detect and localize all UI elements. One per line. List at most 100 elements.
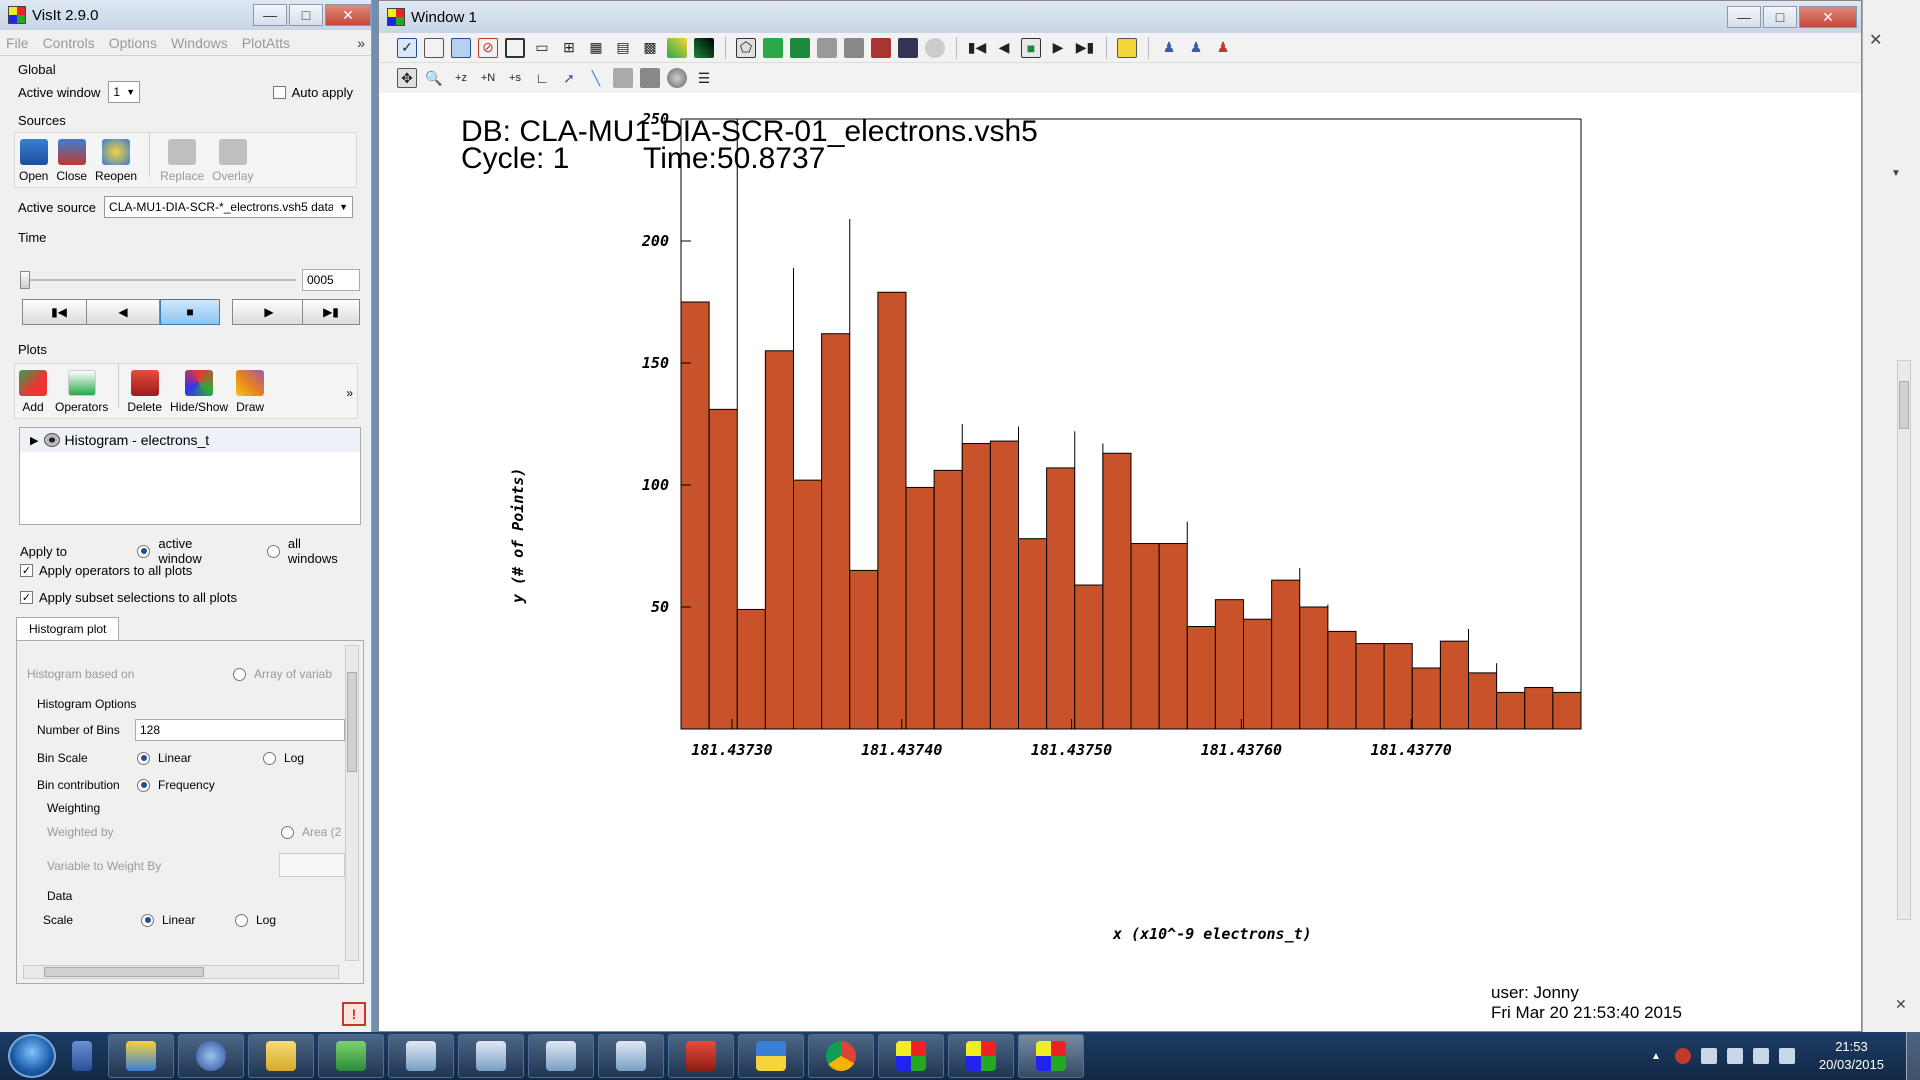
bin-scale-linear-radio[interactable] — [137, 751, 150, 765]
tray-expand-icon[interactable]: ▲ — [1651, 1050, 1661, 1062]
last-frame-icon[interactable]: ▶▮ — [1075, 39, 1095, 55]
array-of-variables-radio[interactable] — [233, 667, 246, 681]
menu-controls[interactable]: Controls — [42, 34, 95, 51]
horizontal-scroll-thumb[interactable] — [44, 967, 204, 977]
taskbar-chrome-button[interactable] — [808, 1034, 874, 1078]
weighted-by-area-option[interactable]: Area (2 — [281, 825, 341, 839]
film-red-icon[interactable] — [871, 37, 891, 58]
film-blue-icon[interactable] — [898, 37, 918, 58]
plot-canvas[interactable]: DB: CLA-MU1-DIA-SCR-01_electrons.vsh5 Cy… — [379, 95, 1861, 1031]
vcr-step-forward-button[interactable]: ▶▮ — [302, 299, 360, 325]
panel-horizontal-scrollbar[interactable] — [23, 965, 339, 979]
draw-button[interactable]: Draw — [236, 370, 264, 414]
taskbar-visit-3-button[interactable] — [1018, 1034, 1084, 1078]
menu-options[interactable]: Options — [108, 34, 157, 51]
plane-tool-icon[interactable] — [640, 68, 660, 88]
new-window-icon[interactable] — [424, 37, 444, 58]
lineout-pick-icon[interactable]: ➚ — [563, 69, 575, 86]
user-remove-icon[interactable]: ♟ — [1216, 39, 1230, 55]
camera-grey-2-icon[interactable] — [844, 37, 864, 58]
vcr-reverse-play-button[interactable]: ◀ — [86, 299, 160, 325]
start-button[interactable] — [8, 1034, 56, 1078]
apply-active-window-radio[interactable] — [137, 544, 151, 558]
zone-pick-icon[interactable]: +z — [455, 72, 467, 84]
next-frame-icon[interactable]: ▶ — [1052, 39, 1064, 55]
overlay-button[interactable]: Overlay — [212, 139, 253, 183]
show-desktop-button[interactable] — [1906, 1032, 1920, 1080]
data-scale-linear-radio[interactable] — [141, 913, 154, 927]
plot-list-item[interactable]: ▶ Histogram - electrons_t — [20, 428, 360, 452]
variable-to-weight-by-select[interactable] — [279, 853, 345, 877]
taskbar-app-1-button[interactable] — [388, 1034, 454, 1078]
lock-time-icon[interactable] — [694, 37, 714, 58]
taskbar-notepad-button[interactable] — [318, 1034, 384, 1078]
visit-titlebar[interactable]: VisIt 2.9.0 — □ ✕ — [0, 0, 371, 30]
plot-close-button[interactable]: ✕ — [1799, 6, 1857, 28]
replace-button[interactable]: Replace — [160, 139, 204, 183]
plot-eye-icon[interactable] — [44, 433, 61, 447]
apply-subset-checkbox[interactable]: ✓ — [20, 591, 33, 604]
plots-toolbar-overflow-icon[interactable]: » — [346, 386, 353, 400]
vcr-play-button[interactable]: ▶ — [232, 299, 306, 325]
lineout-icon[interactable]: ╲ — [591, 69, 601, 86]
signal-bars-icon[interactable] — [1726, 1048, 1743, 1064]
navigate-mode-icon[interactable]: ✥ — [397, 68, 417, 88]
stop-animation-icon[interactable]: ■ — [1021, 37, 1041, 58]
action-center-flag-icon[interactable] — [1700, 1048, 1717, 1064]
bin-contribution-frequency-radio[interactable] — [137, 778, 150, 792]
auto-apply-checkbox[interactable] — [272, 85, 286, 99]
taskbar-explorer-button[interactable] — [248, 1034, 314, 1078]
background-scroll-thumb[interactable] — [1899, 381, 1909, 429]
layout-1x1-icon[interactable] — [505, 37, 525, 58]
taskbar-thunderbird-button[interactable] — [178, 1034, 244, 1078]
close-source-button[interactable]: Close — [56, 139, 87, 183]
reopen-button[interactable]: Reopen — [95, 139, 137, 183]
taskbar-visualstudio-button[interactable] — [60, 1034, 104, 1078]
active-window-check-icon[interactable]: ✓ — [397, 37, 417, 58]
lock-view-icon[interactable] — [667, 37, 687, 58]
bin-contribution-frequency-option[interactable]: Frequency — [137, 778, 215, 792]
plot-minimize-button[interactable]: — — [1727, 6, 1761, 28]
recenter-icon[interactable] — [925, 37, 945, 58]
maximize-button[interactable]: □ — [289, 4, 323, 26]
curve-pick-icon[interactable]: ∟ — [535, 70, 549, 86]
weighted-by-area-radio[interactable] — [281, 825, 294, 839]
taskbar-clock[interactable]: 21:53 20/03/2015 — [1819, 1038, 1884, 1074]
error-notification-icon[interactable]: ! — [342, 1002, 366, 1026]
layout-1x2-icon[interactable]: ▭ — [535, 39, 549, 55]
user-icon[interactable]: ♟ — [1162, 39, 1176, 55]
vertical-scroll-thumb[interactable] — [347, 672, 357, 772]
data-scale-linear-option[interactable]: Linear — [141, 913, 195, 927]
delete-window-icon[interactable]: ⊘ — [478, 37, 498, 58]
menu-file[interactable]: File — [6, 34, 29, 51]
apply-operators-checkbox[interactable]: ✓ — [20, 564, 33, 577]
bin-scale-log-option[interactable]: Log — [263, 751, 304, 765]
axis-tool-icon[interactable]: ☰ — [697, 69, 711, 86]
add-plot-button[interactable]: Add — [19, 370, 47, 414]
plot-window-titlebar[interactable]: Window 1 — □ ✕ — [379, 1, 1861, 33]
minimize-button[interactable]: — — [253, 4, 287, 26]
taskbar-app-3-button[interactable] — [528, 1034, 594, 1078]
vcr-stop-button[interactable]: ■ — [160, 299, 220, 325]
annotation-icon[interactable] — [1117, 37, 1137, 58]
tab-histogram-plot[interactable]: Histogram plot — [16, 617, 120, 641]
plot-maximize-button[interactable]: □ — [1763, 6, 1797, 28]
time-state-input[interactable]: 0005 — [302, 269, 360, 291]
previous-frame-icon[interactable]: ◀ — [998, 39, 1010, 55]
taskbar-visit-1-button[interactable] — [878, 1034, 944, 1078]
open-button[interactable]: Open — [19, 139, 48, 183]
time-slider-track[interactable] — [22, 279, 296, 281]
menu-overflow-icon[interactable]: » — [357, 34, 365, 51]
clone-window-icon[interactable] — [451, 37, 471, 58]
array-of-variables-option[interactable]: Array of variab — [233, 667, 332, 681]
spreadsheet-pick-icon[interactable]: +s — [509, 72, 521, 84]
taskbar-app-2-button[interactable] — [458, 1034, 524, 1078]
background-close-icon[interactable]: ✕ — [1869, 32, 1883, 49]
taskbar-app-4-button[interactable] — [598, 1034, 664, 1078]
zoom-icon[interactable]: 🔍 — [425, 69, 443, 86]
data-scale-log-option[interactable]: Log — [235, 913, 276, 927]
camera-grey-icon[interactable] — [817, 37, 837, 58]
taskbar-python-button[interactable] — [738, 1034, 804, 1078]
background-scrollbar[interactable] — [1897, 360, 1911, 920]
active-source-select[interactable]: CLA-MU1-DIA-SCR-*_electrons.vsh5 data ▼ — [104, 196, 353, 218]
